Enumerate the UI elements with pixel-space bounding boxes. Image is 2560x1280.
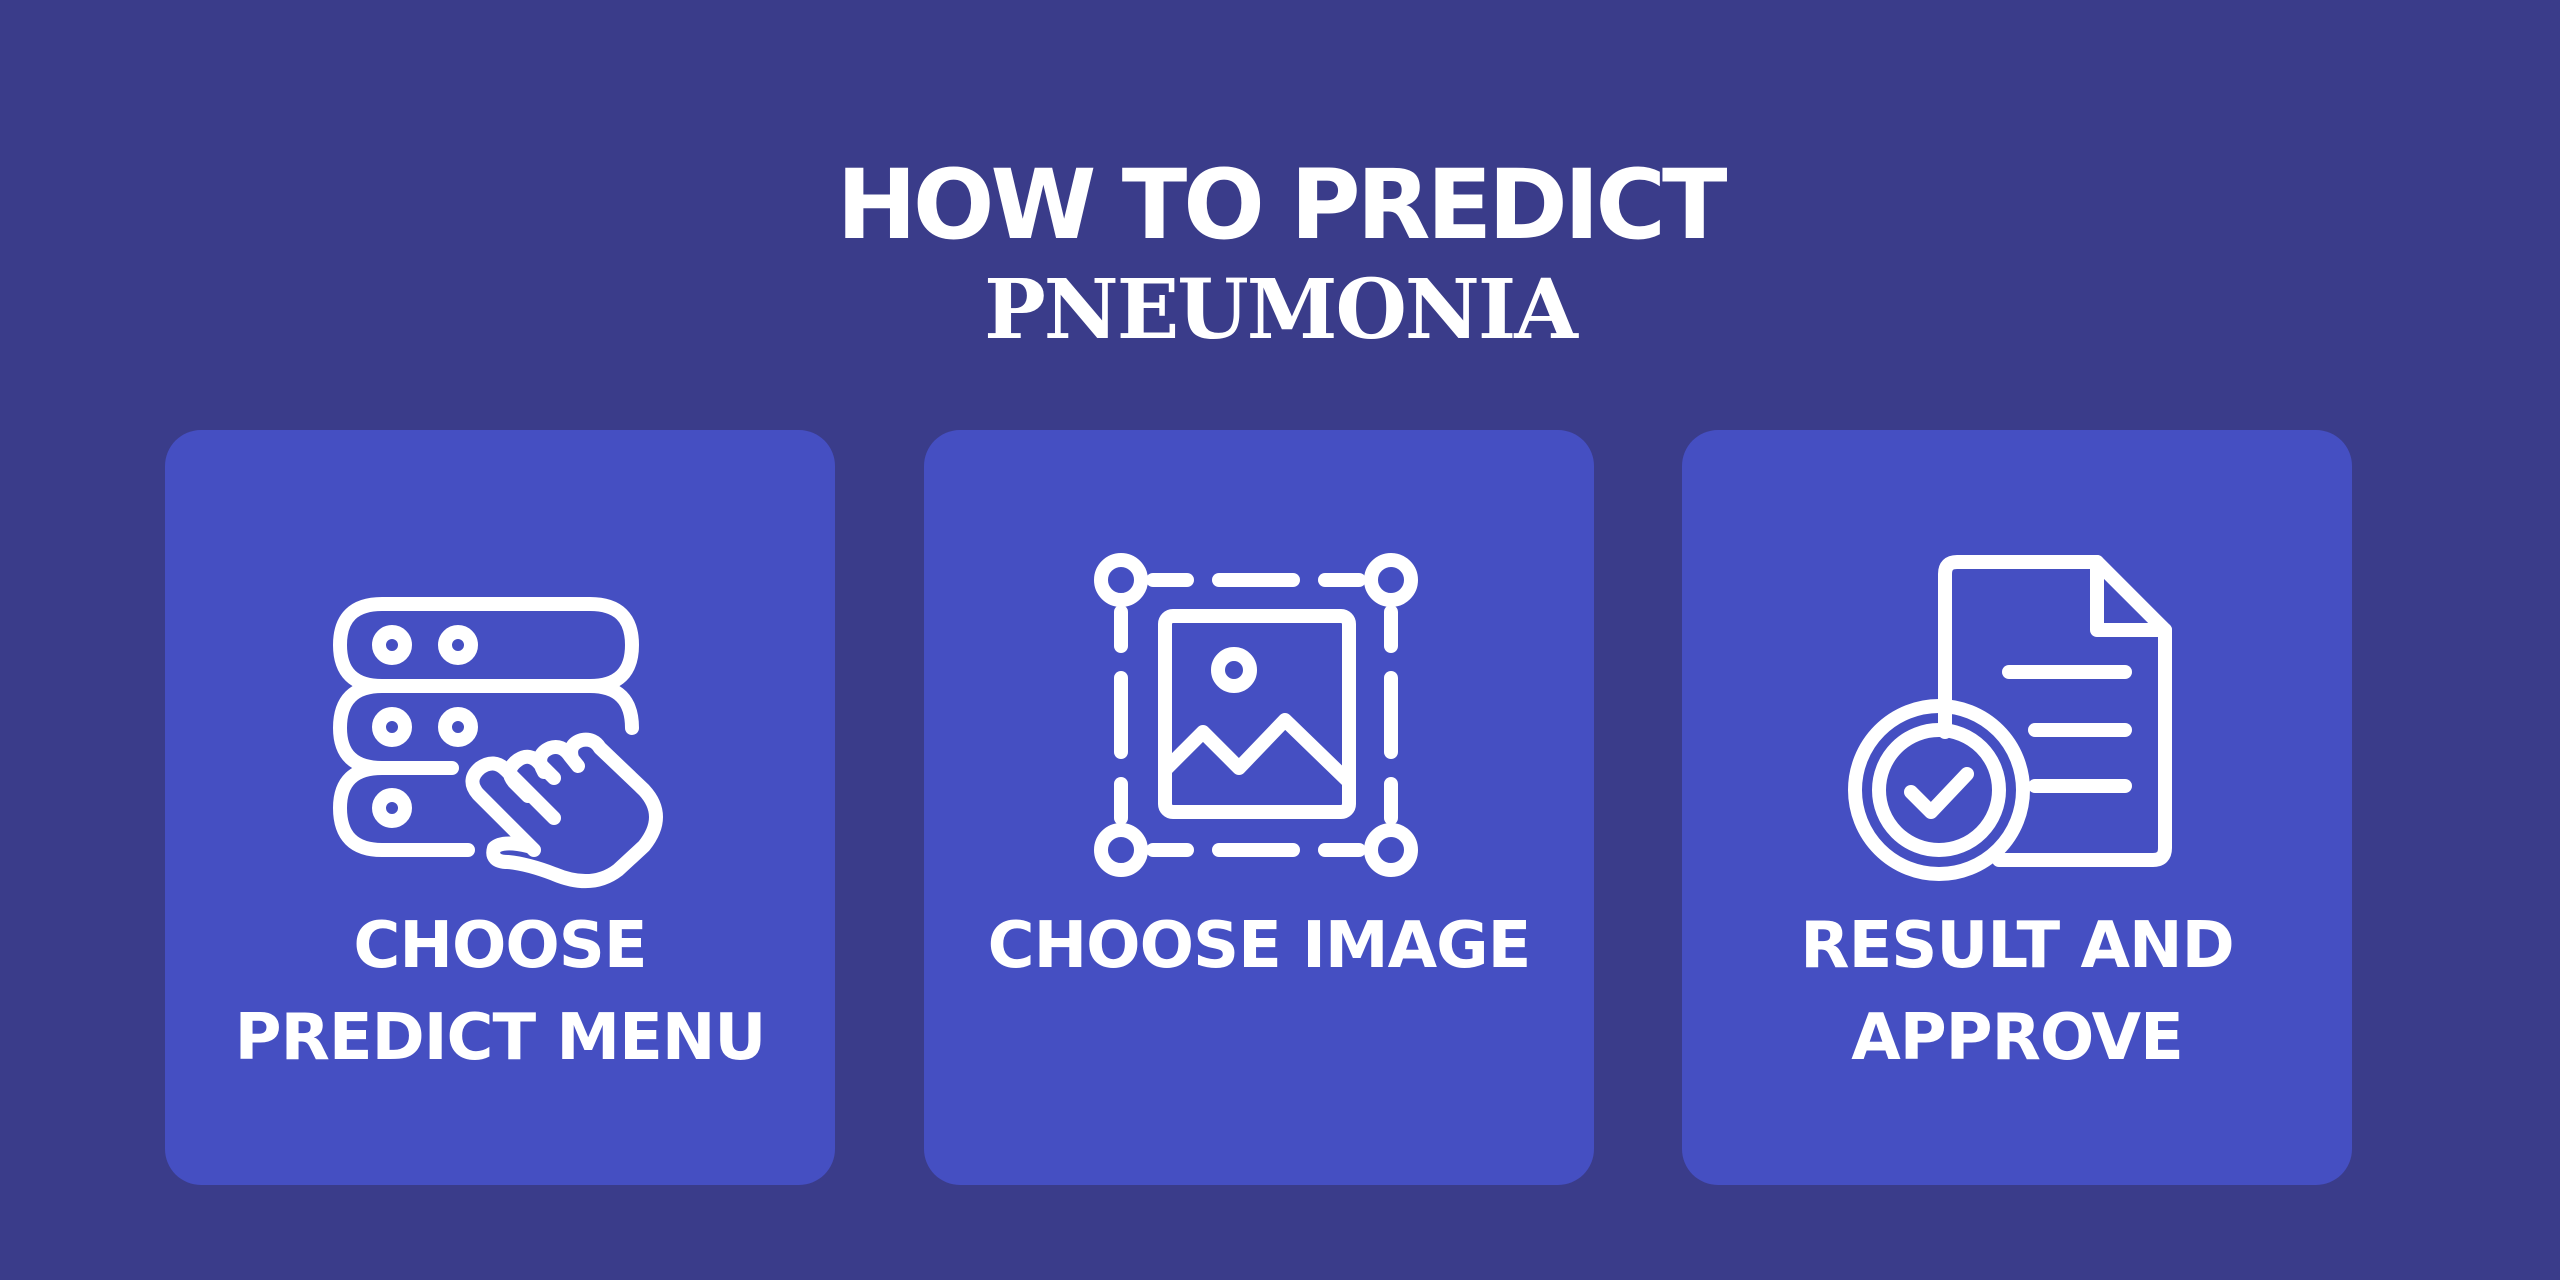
step-label: RESULT AND APPROVE bbox=[1682, 900, 2352, 1084]
server-touch-icon bbox=[332, 550, 668, 889]
page-title: HOW TO PREDICT bbox=[836, 149, 1728, 261]
image-select-icon bbox=[1091, 550, 1427, 886]
header: HOW TO PREDICT PNEUMONIA bbox=[0, 150, 2560, 360]
step-card-result-and-approve: RESULT AND APPROVE bbox=[1682, 430, 2352, 1185]
step-label-line1: CHOOSE bbox=[353, 909, 647, 983]
step-label-line1: RESULT AND bbox=[1800, 909, 2234, 983]
step-card-choose-image: CHOOSE IMAGE bbox=[924, 430, 1594, 1185]
step-label-line2: PREDICT MENU bbox=[234, 1001, 767, 1075]
page-subtitle: PNEUMONIA bbox=[984, 262, 1578, 358]
document-check-icon bbox=[1848, 550, 2185, 886]
step-label-line2: APPROVE bbox=[1851, 1001, 2184, 1075]
step-card-choose-predict-menu: CHOOSE PREDICT MENU bbox=[165, 430, 835, 1185]
step-label: CHOOSE PREDICT MENU bbox=[165, 900, 835, 1084]
step-label-line1: CHOOSE IMAGE bbox=[987, 909, 1532, 983]
step-label: CHOOSE IMAGE bbox=[924, 900, 1594, 992]
